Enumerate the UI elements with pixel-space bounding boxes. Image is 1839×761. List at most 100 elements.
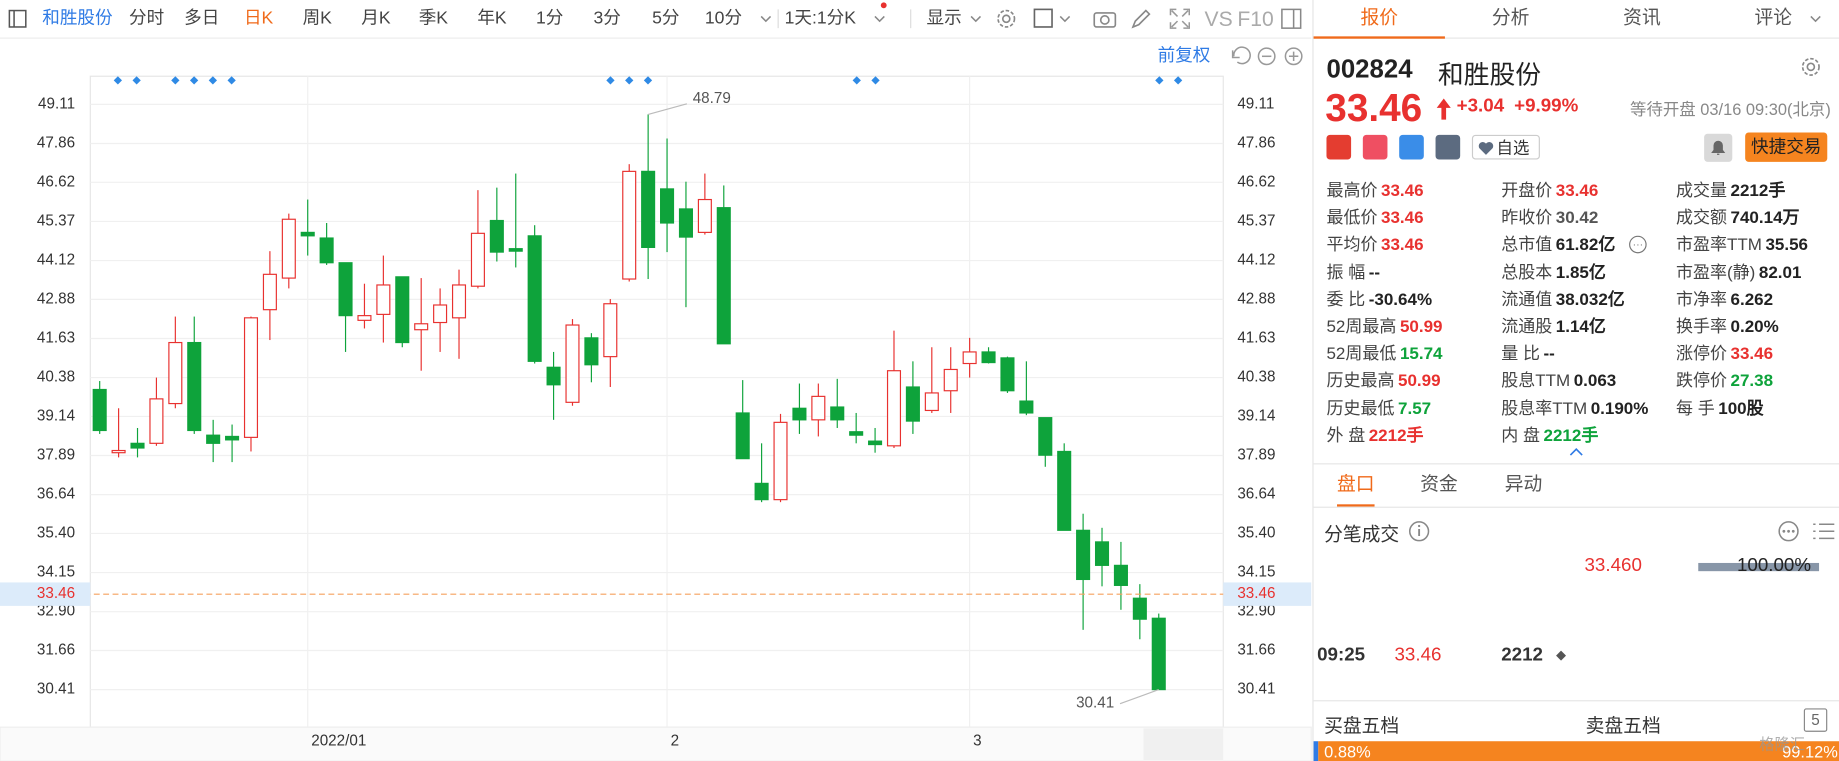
event-marker[interactable]: [208, 76, 218, 85]
f10-button[interactable]: F10: [1237, 7, 1274, 31]
camera-icon[interactable]: [1092, 7, 1118, 30]
reset-icon[interactable]: [1231, 46, 1251, 65]
sub-tab[interactable]: 资金: [1420, 474, 1458, 495]
layout-icon[interactable]: [1032, 7, 1072, 30]
market-cap-info-icon[interactable]: ···: [1629, 235, 1647, 254]
bell-icon: [1711, 140, 1726, 155]
stat-cell: 外 盘 2212手: [1326, 423, 1423, 450]
y-tick-label-right: 45.37: [1237, 212, 1275, 229]
period-tab[interactable]: 日K: [243, 8, 274, 29]
period-tab[interactable]: 分时: [129, 8, 165, 29]
draw-icon[interactable]: [1129, 7, 1152, 30]
event-marker[interactable]: [132, 76, 141, 85]
y-tick-label: 37.89: [37, 447, 75, 464]
price-tag-bg-right: [1223, 582, 1312, 606]
panel-toggle-icon[interactable]: [1281, 8, 1302, 29]
stat-cell: 市盈率TTM 35.56: [1676, 233, 1808, 260]
y-tick-label-right: 39.14: [1237, 407, 1276, 424]
event-marker[interactable]: [1173, 76, 1183, 85]
candle-body: [924, 392, 939, 412]
event-marker[interactable]: [189, 76, 199, 85]
adjust-label[interactable]: 前复权: [1158, 45, 1211, 65]
event-marker[interactable]: [1155, 76, 1164, 85]
event-marker[interactable]: [606, 76, 615, 85]
period-tab[interactable]: 5分: [652, 8, 680, 29]
stat-label: 开盘价: [1501, 181, 1553, 201]
tag-icon[interactable]: [1399, 134, 1424, 160]
period-tab[interactable]: 10分: [704, 8, 743, 29]
event-marker[interactable]: [171, 76, 180, 85]
candle: [149, 377, 164, 446]
candle-body: [565, 324, 580, 403]
zoom-in-icon[interactable]: [1284, 47, 1303, 66]
display-menu[interactable]: 显示: [926, 8, 962, 29]
candle-body: [849, 431, 864, 436]
stat-value: 82.01: [1758, 263, 1802, 283]
quote-tab[interactable]: 资讯: [1623, 8, 1661, 29]
quote-tab[interactable]: 分析: [1491, 8, 1530, 29]
note-icon[interactable]: [1435, 134, 1461, 160]
event-marker[interactable]: [227, 76, 236, 85]
sub-tab[interactable]: 异动: [1504, 474, 1543, 495]
period-tab[interactable]: 月K: [361, 8, 391, 29]
period-tab[interactable]: 年K: [477, 8, 507, 29]
period-tab[interactable]: 周K: [302, 8, 332, 29]
candle-body: [262, 273, 277, 311]
candle: [660, 138, 675, 253]
alert-button[interactable]: [1704, 133, 1733, 162]
stat-label: 总股本: [1501, 263, 1553, 283]
candle-body: [905, 386, 920, 422]
separator: [777, 9, 779, 29]
stat-value: 35.56: [1765, 236, 1809, 255]
period-tab[interactable]: 3分: [593, 8, 621, 29]
range-chevron[interactable]: [873, 12, 887, 26]
event-marker[interactable]: [625, 76, 634, 85]
list-icon[interactable]: [1811, 520, 1837, 543]
sidebar-icon[interactable]: [8, 9, 27, 28]
quick-trade-button[interactable]: 快捷交易: [1745, 132, 1828, 162]
candle: [300, 199, 315, 256]
info-icon[interactable]: [1407, 520, 1430, 543]
candle: [243, 316, 259, 452]
candle: [584, 333, 599, 383]
sub-tab[interactable]: 盘口: [1337, 467, 1375, 507]
tab-chevron[interactable]: [1809, 12, 1823, 26]
more-chevron[interactable]: [759, 12, 773, 26]
price-tag-bg: [0, 582, 91, 606]
event-marker[interactable]: [871, 76, 880, 85]
event-marker[interactable]: [113, 76, 123, 85]
quote-tab[interactable]: 报价: [1313, 0, 1445, 39]
event-marker[interactable]: [852, 76, 861, 85]
y-tick-label: 40.38: [37, 369, 75, 386]
sell-ratio-bar: [1318, 741, 1839, 761]
candle: [168, 316, 183, 409]
event-marker[interactable]: [643, 76, 653, 85]
zoom-out-icon[interactable]: [1257, 47, 1276, 66]
market-flag-icon[interactable]: [1326, 134, 1352, 160]
watch-button[interactable]: 自选: [1471, 134, 1540, 160]
more-icon[interactable]: [1777, 520, 1800, 543]
low-label: 30.41: [1076, 695, 1114, 712]
compare-button[interactable]: VS: [1204, 7, 1233, 31]
collapse-chevron[interactable]: [1568, 446, 1584, 458]
stock-name[interactable]: 和胜股份: [42, 8, 113, 29]
range-select[interactable]: 1天:1分K: [784, 8, 857, 29]
period-tab[interactable]: 多日: [184, 8, 220, 29]
y-tick-label-right: 34.15: [1237, 564, 1275, 581]
scroll-thumb[interactable]: [1143, 728, 1224, 760]
period-tab[interactable]: 1分: [535, 8, 564, 29]
settings-icon[interactable]: [995, 7, 1018, 30]
depth-levels-button[interactable]: 5: [1803, 708, 1828, 732]
panel-settings-icon[interactable]: [1799, 55, 1822, 78]
candle-body: [1094, 541, 1110, 566]
candle: [754, 443, 769, 503]
fullscreen-icon[interactable]: [1168, 7, 1191, 30]
stat-label: 委 比: [1326, 290, 1366, 310]
scroll-area[interactable]: [0, 726, 1312, 761]
stat-value: 50.99: [1398, 372, 1441, 392]
lightning-icon[interactable]: [1362, 134, 1388, 160]
y-tick-label: 42.88: [37, 290, 75, 307]
display-chevron[interactable]: [969, 12, 983, 26]
quote-tab[interactable]: 评论: [1754, 8, 1793, 29]
period-tab[interactable]: 季K: [418, 8, 449, 29]
